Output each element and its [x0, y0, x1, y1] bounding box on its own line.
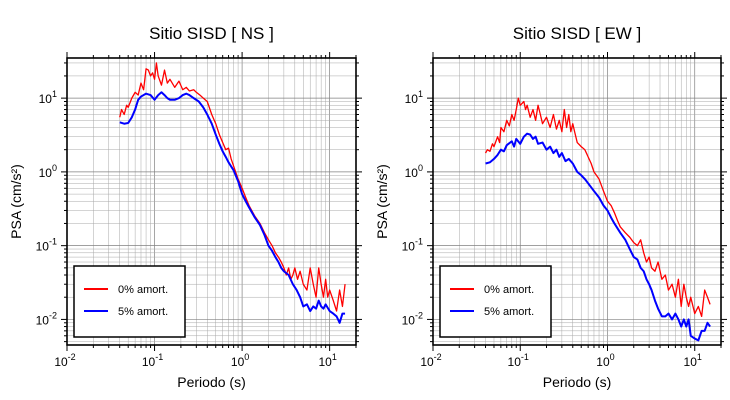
- series-lines: [119, 62, 346, 324]
- tick-label: 10-2: [36, 310, 57, 327]
- y-axis-label: PSA (cm/s²): [8, 164, 24, 239]
- tick-label: 101: [405, 89, 423, 106]
- tick-label: 100: [405, 163, 423, 180]
- legend: 0% amort. 5% amort.: [73, 265, 186, 338]
- x-axis-label: Periodo (s): [543, 374, 611, 390]
- chart-title: Sitio SISD [ NS ]: [149, 24, 274, 43]
- tick-label: 100: [596, 352, 614, 369]
- tick-label: 10-1: [142, 352, 163, 369]
- tick-label: 10-2: [420, 352, 441, 369]
- tick-label: 100: [231, 352, 249, 369]
- legend-box: [73, 265, 186, 338]
- legend: 0% amort. 5% amort.: [439, 265, 552, 338]
- panel-ew: 10-2 10-1 100 101 10-2 10-1 100 101 Sitio SISD […: [374, 24, 727, 390]
- x-axis-label: Periodo (s): [177, 374, 245, 390]
- legend-label: 5% amort.: [484, 306, 534, 318]
- grid: [66, 58, 357, 345]
- series-line-amort-0: [119, 62, 346, 312]
- tick-label: 10-2: [54, 352, 75, 369]
- tick-label: 101: [684, 352, 702, 369]
- tick-label: 10-1: [36, 237, 57, 254]
- tick-label: 100: [39, 163, 57, 180]
- series-line-amort-5: [119, 91, 346, 324]
- series-lines: [484, 97, 711, 342]
- legend-label: 0% amort.: [118, 284, 168, 296]
- y-axis-label: PSA (cm/s²): [374, 164, 390, 239]
- tick-label: 10-2: [402, 310, 423, 327]
- chart-title: Sitio SISD [ EW ]: [513, 24, 641, 43]
- series-line-amort-5: [485, 132, 711, 342]
- legend-label: 0% amort.: [484, 284, 534, 296]
- tick-label: 101: [318, 352, 336, 369]
- series-line-amort-0: [484, 97, 711, 318]
- tick-label: 10-1: [402, 237, 423, 254]
- tick-label: 101: [39, 89, 57, 106]
- ticks: [61, 52, 362, 351]
- tick-label: 10-1: [508, 352, 529, 369]
- legend-label: 5% amort.: [118, 306, 168, 318]
- ticks: [427, 52, 727, 351]
- legend-box: [439, 265, 552, 338]
- panel-ns: 10-2 10-1 100 101 10-2 10-1 100 101 Sitio SISD […: [8, 24, 362, 390]
